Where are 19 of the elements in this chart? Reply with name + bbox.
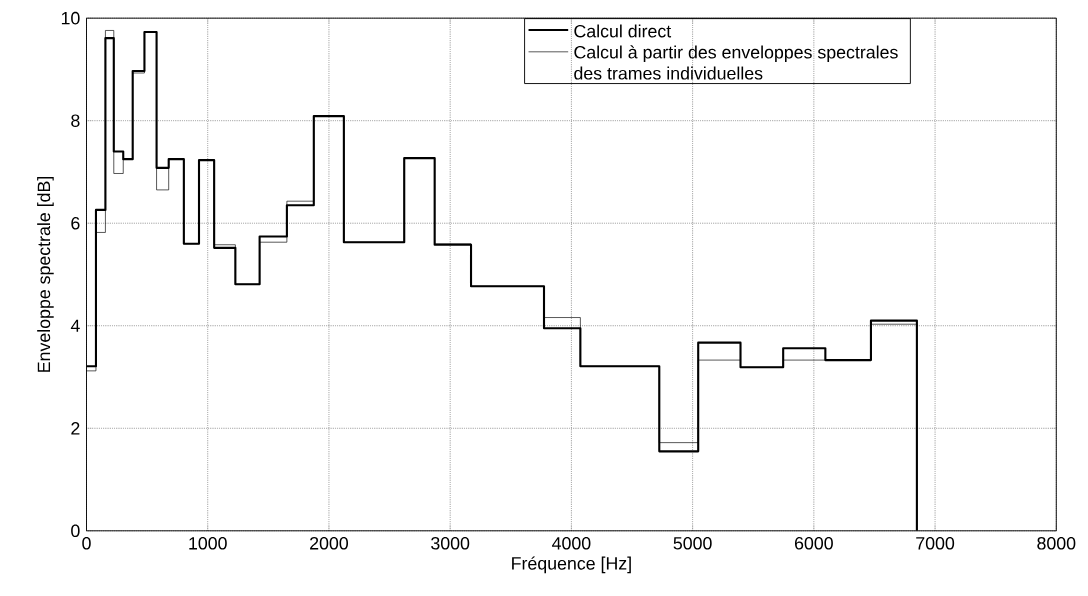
x-tick-label: 8000 <box>1037 537 1076 550</box>
y-tick-label: 10 <box>61 12 80 25</box>
x-tick-label: 5000 <box>673 537 712 550</box>
x-tick-label: 0 <box>82 537 91 550</box>
y-axis-title: Enveloppe spectrale [dB] <box>37 177 54 373</box>
y-tick-label: 0 <box>71 524 80 538</box>
text: Calcul direct <box>574 24 672 38</box>
x-axis-title: Fréquence [Hz] <box>512 556 631 574</box>
x-tick-label: 7000 <box>916 537 955 550</box>
x-tick-label: 6000 <box>794 537 833 550</box>
y-tick-label: 2 <box>71 422 80 435</box>
y-tick-label: 8 <box>71 114 80 128</box>
x-tick-label: 1000 <box>189 537 227 550</box>
x-tick-label: 4000 <box>552 537 591 550</box>
legend-label: Calcul à partir des enveloppes spectrales des trames individuelles <box>574 45 898 80</box>
y-tick-label: 4 <box>70 319 80 333</box>
x-tick-label: 3000 <box>431 537 470 550</box>
x-tick-label: 2000 <box>310 537 349 550</box>
y-tick-label: 6 <box>71 217 80 230</box>
